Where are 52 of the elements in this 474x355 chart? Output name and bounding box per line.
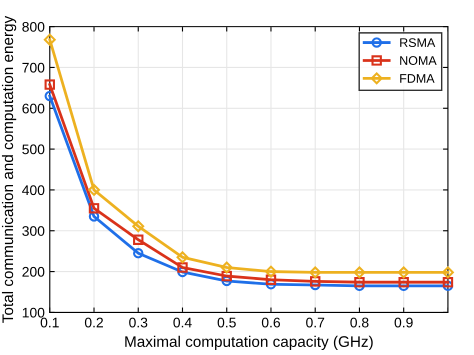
x-tick-label: 0.5 [218, 318, 236, 328]
point [222, 276, 232, 286]
x-tick-label: 0.8 [350, 318, 368, 328]
y-tick-label: 700 [22, 62, 44, 73]
point [398, 280, 409, 292]
point [398, 276, 409, 288]
x-tick-label: 0.1 [40, 318, 59, 328]
point [310, 276, 320, 287]
point [442, 266, 454, 278]
point [177, 266, 188, 278]
y-tick-label: 100 [22, 308, 44, 318]
point [266, 274, 276, 285]
point [44, 34, 56, 46]
y-tick-label: 500 [22, 144, 44, 154]
point [353, 266, 366, 278]
point [88, 211, 100, 222]
y-tick-label: 400 [22, 185, 44, 196]
x-tick-label: 0.6 [262, 318, 280, 328]
x-axis-title: Maximal computation capacity (GHz) [125, 336, 373, 350]
x-tick-label: 0.4 [173, 318, 192, 328]
point [133, 248, 144, 258]
point [44, 90, 55, 102]
point [309, 266, 322, 278]
point [88, 184, 100, 196]
point [222, 270, 232, 282]
legend-label: FDMA [400, 74, 435, 83]
point [310, 280, 320, 290]
point [88, 203, 100, 214]
y-axis-title: Total communication and computation energy [2, 16, 16, 323]
legend-label: NOMA [400, 56, 437, 65]
legend-label: RSMA [400, 38, 436, 48]
y-tick-label: 200 [22, 266, 44, 277]
x-tick-label: 0.7 [306, 318, 324, 328]
x-tick-label: 0.2 [84, 318, 103, 328]
x-tick-label: 0.3 [129, 318, 148, 328]
y-tick-label: 300 [22, 226, 44, 236]
y-tick-label: 800 [22, 22, 44, 32]
point [132, 220, 144, 232]
point [354, 276, 365, 288]
point [265, 266, 277, 278]
point [442, 280, 454, 292]
point [133, 234, 144, 245]
x-tick-label: 0.9 [394, 318, 413, 328]
point [398, 266, 410, 278]
point [220, 262, 233, 274]
point [354, 280, 365, 292]
point [177, 262, 188, 273]
point [442, 276, 454, 288]
point [176, 251, 188, 264]
y-tick-label: 600 [22, 104, 44, 114]
point [44, 79, 55, 90]
point [266, 279, 276, 290]
